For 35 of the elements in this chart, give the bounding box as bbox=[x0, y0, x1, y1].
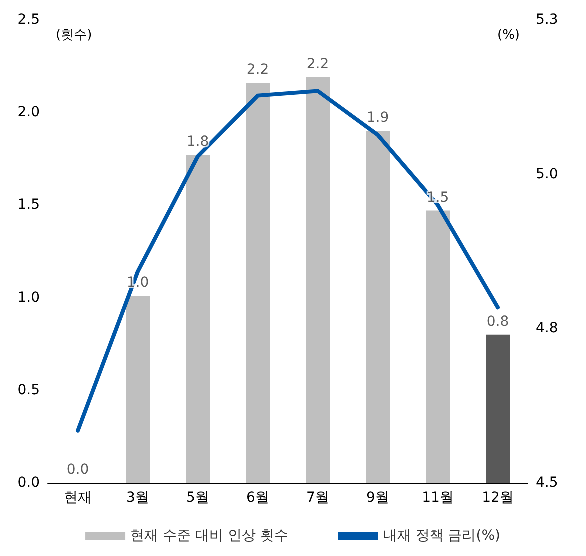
y2-tick-label: 4.8 bbox=[536, 320, 558, 337]
bar bbox=[366, 131, 390, 483]
y-tick-label: 1.0 bbox=[18, 290, 40, 306]
y-tick-label: 0.5 bbox=[18, 382, 40, 398]
y2-axis-title: (%) bbox=[498, 28, 520, 43]
data-label: 1.8 bbox=[186, 134, 210, 150]
data-label: 0.8 bbox=[486, 314, 510, 330]
y-tick-label: 2.5 bbox=[18, 12, 40, 28]
x-tick-label: 3월 bbox=[126, 490, 150, 506]
y-tick-label: 2.0 bbox=[18, 104, 40, 121]
data-label: 1.9 bbox=[366, 110, 390, 126]
y-tick-label: 0.0 bbox=[18, 475, 40, 491]
data-label: 0.0 bbox=[66, 462, 90, 478]
x-tick-label: 7월 bbox=[306, 490, 330, 506]
bar bbox=[126, 296, 150, 483]
x-tick-label: 11월 bbox=[422, 490, 454, 506]
x-tick-label: 6월 bbox=[246, 490, 270, 506]
bar bbox=[186, 155, 210, 483]
bar bbox=[486, 334, 510, 483]
x-tick-label: 현재 bbox=[64, 490, 92, 506]
x-tick-label: 5월 bbox=[186, 490, 210, 506]
data-label: 2.2 bbox=[306, 56, 330, 72]
y-axis-title: (횟수) bbox=[56, 28, 92, 43]
x-tick-label: 12월 bbox=[482, 490, 514, 506]
bar bbox=[246, 82, 270, 483]
y2-tick-label: 4.5 bbox=[536, 475, 558, 491]
y-tick-label: 1.5 bbox=[18, 197, 40, 214]
x-tick-label: 9월 bbox=[366, 490, 390, 506]
legend-label: 현재 수준 대비 인상 횟수 bbox=[130, 528, 288, 544]
y2-tick-label: 5.3 bbox=[536, 12, 558, 28]
bar bbox=[426, 210, 450, 483]
y2-tick-label: 5.0 bbox=[536, 166, 558, 182]
bar bbox=[306, 77, 330, 483]
data-label: 2.2 bbox=[246, 62, 270, 78]
legend-label: 내재 정책 금리(%) bbox=[383, 528, 500, 544]
